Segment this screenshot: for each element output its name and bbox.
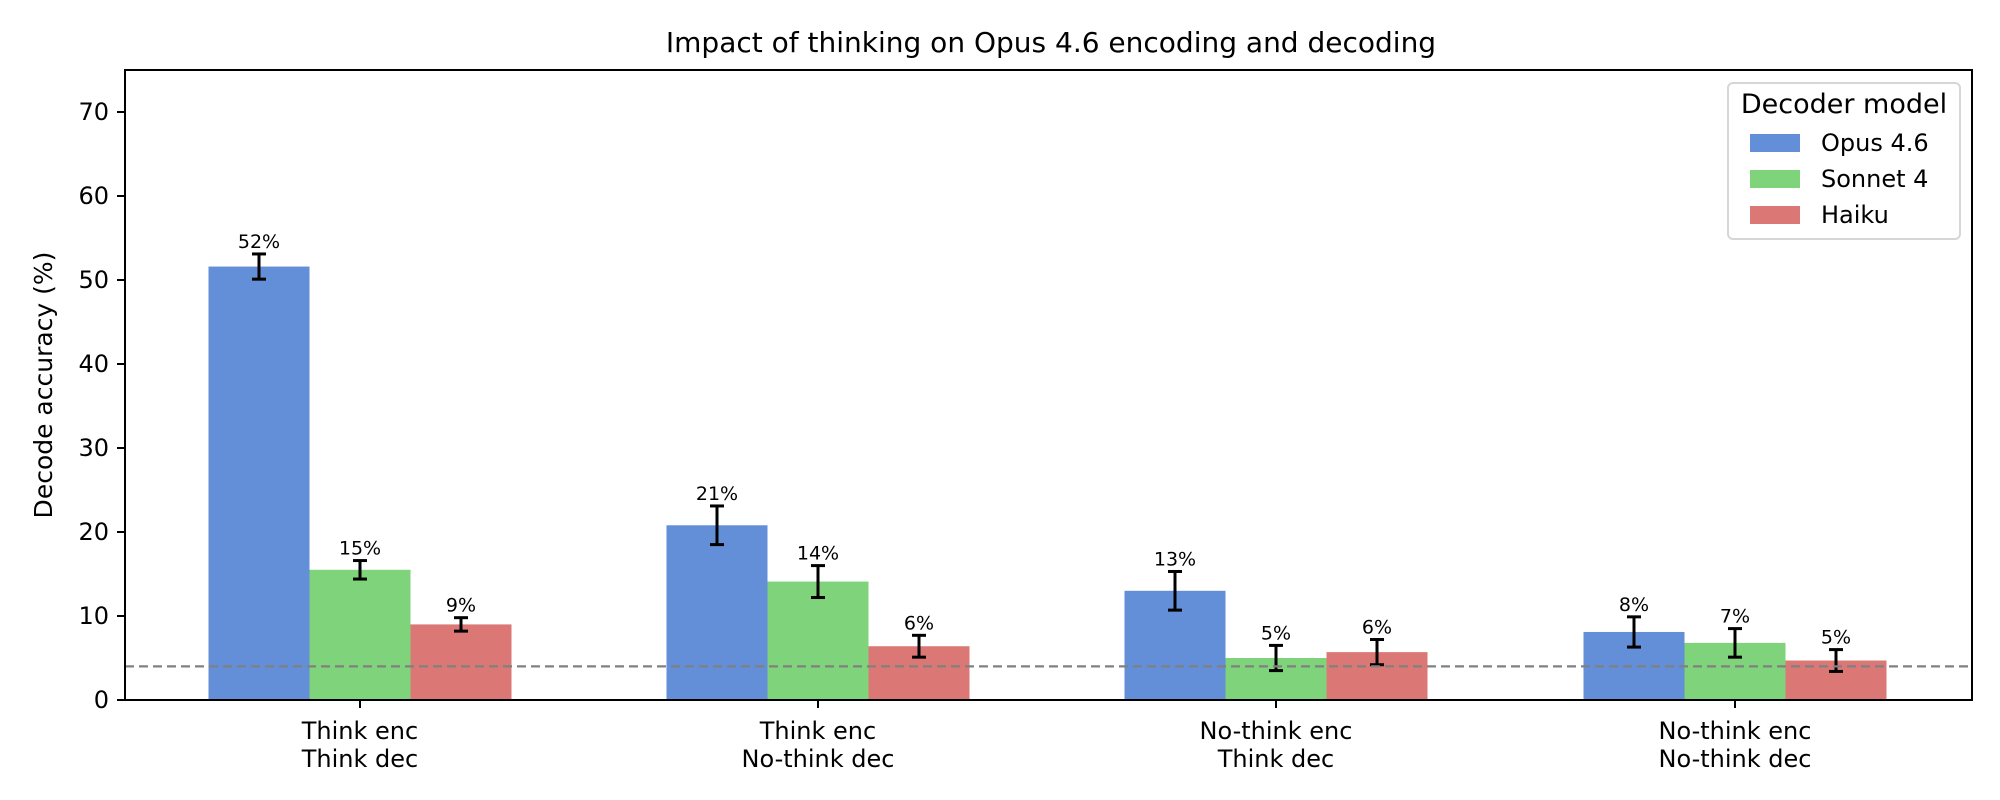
data-label-1-2: 5%	[1261, 622, 1291, 644]
data-label-2-3: 5%	[1821, 627, 1851, 649]
data-label-2-0: 9%	[446, 595, 476, 617]
legend-title: Decoder model	[1741, 89, 1947, 120]
y-tick-label-2: 20	[78, 518, 109, 546]
data-label-0-0: 52%	[238, 231, 280, 253]
x-tick-label-1-1: No-think dec	[742, 745, 895, 773]
x-tick-label-1-0: Think enc	[759, 717, 876, 745]
y-tick-label-6: 60	[78, 182, 109, 210]
data-label-2-2: 6%	[1362, 617, 1392, 639]
legend-box	[1727, 82, 1961, 240]
legend-swatch-opus-4-6	[1750, 134, 1800, 152]
data-label-1-0: 15%	[339, 538, 381, 560]
data-label-0-3: 8%	[1619, 594, 1649, 616]
data-label-2-1: 6%	[904, 612, 934, 634]
y-axis-label: Decode accuracy (%)	[29, 252, 58, 519]
bar-sonnet-4-0	[309, 569, 411, 700]
y-tick-label-0: 0	[94, 686, 109, 714]
chart-title: Impact of thinking on Opus 4.6 encoding …	[666, 26, 1436, 59]
data-label-1-1: 14%	[797, 543, 839, 565]
legend-swatch-haiku	[1750, 206, 1800, 224]
legend-swatch-sonnet-4	[1750, 170, 1800, 188]
y-tick-label-4: 40	[78, 350, 109, 378]
legend-label-haiku: Haiku	[1821, 201, 1889, 229]
x-tick-label-0-0: Think enc	[301, 717, 418, 745]
y-tick-label-7: 70	[78, 98, 109, 126]
x-tick-label-0-1: Think dec	[301, 745, 418, 773]
y-tick-label-1: 10	[78, 602, 109, 630]
data-label-0-2: 13%	[1154, 548, 1196, 570]
legend-label-sonnet-4: Sonnet 4	[1821, 165, 1928, 193]
x-tick-label-2-0: No-think enc	[1200, 717, 1353, 745]
plot-layer: 52% 21% 13% 8% 15% 14% 5% 7% 9% 6% 6% 5% 0 10 20 30 40 50…	[78, 69, 1973, 773]
x-tick-label-3-0: No-think enc	[1659, 717, 1812, 745]
plot-frame	[124, 69, 1973, 701]
y-tick-label-5: 50	[78, 266, 109, 294]
data-label-1-3: 7%	[1720, 606, 1750, 628]
x-tick-label-3-1: No-think dec	[1659, 745, 1812, 773]
y-tick-label-3: 30	[78, 434, 109, 462]
bar-opus-4-6-0	[208, 266, 310, 700]
bar-opus-4-6-1	[666, 525, 768, 700]
bar-haiku-0	[410, 624, 512, 700]
legend-label-opus-4-6: Opus 4.6	[1821, 129, 1929, 157]
bar-sonnet-4-1	[767, 581, 869, 700]
x-tick-label-2-1: Think dec	[1217, 745, 1334, 773]
data-label-0-1: 21%	[696, 483, 738, 505]
